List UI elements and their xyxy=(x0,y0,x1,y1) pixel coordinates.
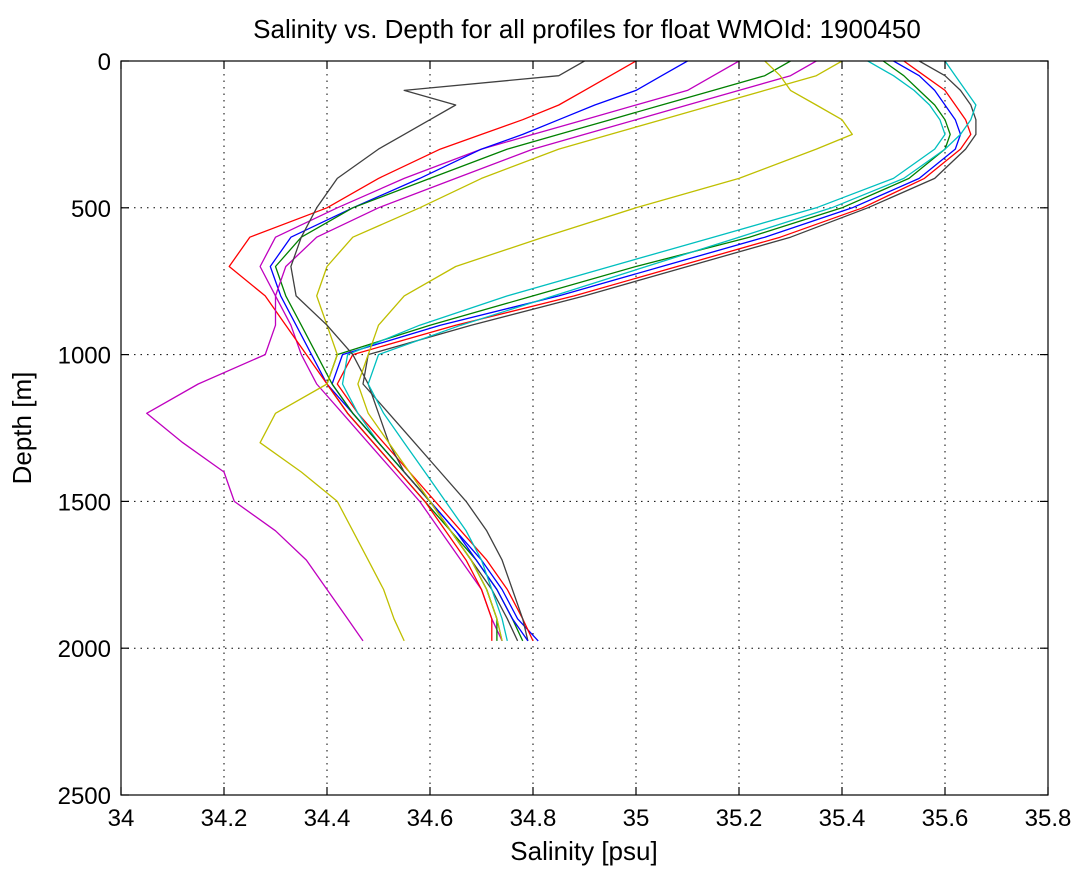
y-tick-label: 2500 xyxy=(58,783,111,810)
plot-frame xyxy=(120,60,1049,796)
profile-line xyxy=(336,61,972,642)
profile-line xyxy=(326,61,951,642)
y-axis-ticks: 0 500 1000 1500 2000 2500 xyxy=(58,49,1048,810)
x-tick-label: 34 xyxy=(108,805,135,832)
profile-lines xyxy=(146,61,977,642)
profile-line xyxy=(269,61,688,642)
y-tick-label: 0 xyxy=(98,49,111,76)
chart-title: Salinity vs. Depth for all profiles for … xyxy=(253,14,921,44)
profile-line xyxy=(357,61,853,642)
x-tick-label: 35.6 xyxy=(922,805,969,832)
x-axis-ticks: 34 34.2 34.4 34.6 34.8 35 35.2 35.4 35.6 35.8 xyxy=(108,61,1072,832)
grid-lines xyxy=(121,61,1048,795)
profile-line xyxy=(259,61,843,642)
x-tick-label: 35.2 xyxy=(716,805,763,832)
x-tick-label: 35.4 xyxy=(819,805,866,832)
x-tick-label: 35.8 xyxy=(1025,805,1072,832)
profile-line xyxy=(362,61,977,642)
x-tick-label: 34.8 xyxy=(510,805,557,832)
profile-line xyxy=(331,61,962,642)
y-tick-label: 1000 xyxy=(58,343,111,370)
y-axis-label: Depth [m] xyxy=(7,372,37,485)
x-axis-label: Salinity [psu] xyxy=(510,836,657,866)
x-tick-label: 34.2 xyxy=(201,805,248,832)
profile-line xyxy=(367,61,977,642)
y-tick-label: 2000 xyxy=(58,636,111,663)
profile-line xyxy=(146,61,817,642)
y-tick-label: 1500 xyxy=(58,489,111,516)
y-tick-label: 500 xyxy=(71,196,111,223)
x-tick-label: 35 xyxy=(623,805,650,832)
profile-line xyxy=(259,61,740,642)
x-tick-label: 34.4 xyxy=(304,805,351,832)
x-tick-label: 34.6 xyxy=(407,805,454,832)
